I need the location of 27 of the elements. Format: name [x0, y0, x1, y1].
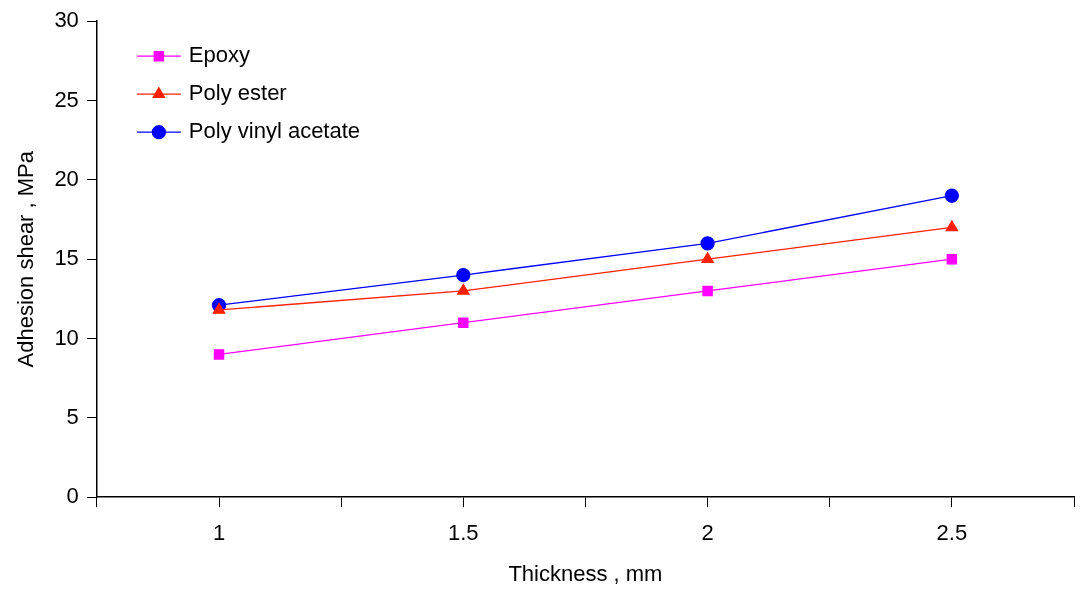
point [212, 302, 226, 314]
point [700, 236, 715, 251]
y-tick-label: 15 [54, 245, 79, 271]
point [457, 283, 470, 295]
x-tick-label: 2.5 [936, 520, 968, 546]
x-tick-label: 1.5 [448, 520, 479, 546]
y-tick-label: 10 [54, 324, 79, 350]
y-tick-label: 20 [54, 165, 79, 191]
point [946, 253, 958, 265]
x-tick-label: 1 [212, 520, 226, 546]
legend-label: Poly ester [188, 80, 287, 106]
point [456, 267, 471, 283]
point [701, 252, 714, 264]
y-tick-label: 25 [54, 86, 79, 112]
point [944, 188, 960, 203]
point [458, 317, 469, 328]
point [945, 220, 959, 232]
y-tick-label: 30 [54, 7, 79, 33]
x-tick-label: 2 [701, 520, 714, 546]
point [213, 349, 225, 360]
y-tick-label: 5 [66, 403, 79, 429]
y-tick-label: 0 [66, 483, 79, 509]
legend-label: Epoxy [188, 42, 251, 68]
x-axis-title: Thickness , mm [508, 560, 663, 586]
legend-label: Poly vinyl acetate [188, 118, 361, 144]
y-axis-title: Adhesion shear , MPa [13, 150, 39, 368]
point [702, 285, 713, 297]
